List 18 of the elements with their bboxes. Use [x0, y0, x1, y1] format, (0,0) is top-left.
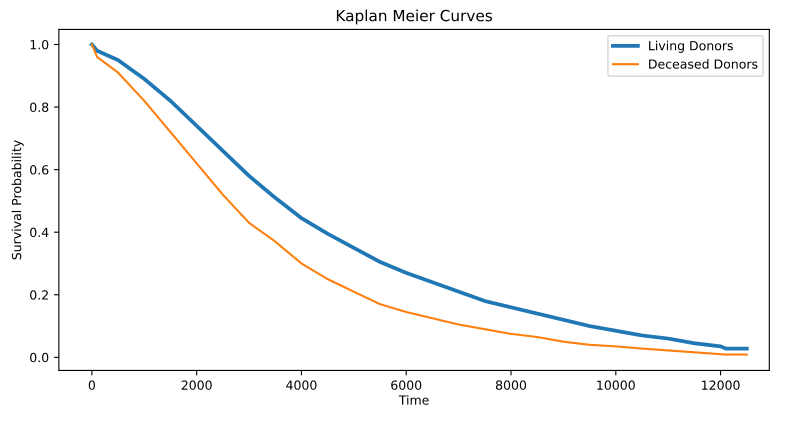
x-tick-label: 8000 — [496, 380, 526, 390]
y-tick-label: 0.2 — [30, 290, 48, 300]
x-tick-label: 0 — [88, 380, 96, 390]
legend-label: Deceased Donors — [649, 59, 758, 69]
y-tick-label: 0.4 — [30, 228, 48, 238]
x-tick-label: 4000 — [286, 380, 317, 390]
x-tick-label: 12000 — [702, 380, 740, 390]
y-tick-label: 1.0 — [30, 40, 48, 50]
y-tick-label: 0.8 — [30, 102, 48, 112]
chart-title: Kaplan Meier Curves — [336, 10, 492, 24]
x-tick-label: 2000 — [182, 380, 212, 390]
x-tick-label: 6000 — [391, 380, 422, 390]
y-tick-label: 0.6 — [30, 165, 48, 175]
x-tick-label: 10000 — [597, 380, 635, 390]
x-axis-title: Time — [398, 395, 429, 405]
legend-label: Living Donors — [649, 40, 733, 53]
y-tick-label: 0.0 — [30, 352, 48, 362]
y-axis-title: Survival Probability — [12, 140, 24, 260]
